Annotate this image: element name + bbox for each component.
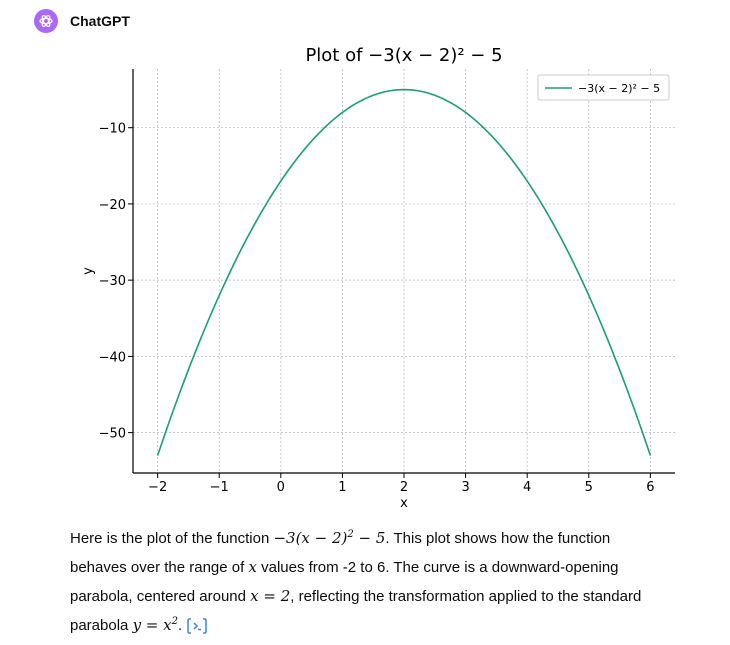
legend-box — [537, 74, 670, 101]
x-tick-label: 3 — [461, 480, 469, 495]
x-axis-label: x — [400, 496, 408, 511]
x-tick-label: 0 — [277, 480, 285, 495]
math-standard-parabola: y = x2 — [132, 616, 178, 634]
message-text: . This plot shows how the function behav… — [70, 530, 611, 576]
assistant-message: Here is the plot of the function −3(x − … — [70, 524, 670, 640]
message-text: , reflecting the transformation applied … — [70, 588, 642, 634]
x-tick-label: 4 — [523, 480, 531, 495]
x-tick-label: 6 — [646, 480, 654, 495]
legend-label: −3(x − 2)² − 5 — [578, 82, 660, 95]
x-tick-label: 2 — [400, 480, 408, 495]
y-tick-label: −30 — [99, 274, 126, 289]
math-x: x — [248, 558, 257, 576]
legend: −3(x − 2)² − 5 — [537, 74, 670, 101]
x-tick-label: 1 — [338, 480, 346, 495]
series-line — [156, 88, 652, 456]
ticks: −2 −1 0 1 2 3 4 5 6−10−20−30−40−50 — [99, 122, 655, 495]
author-name: ChatGPT — [70, 13, 130, 29]
math-function: −3(x − 2)2 − 5 — [273, 529, 386, 547]
chart-title: Plot of −3(x − 2)² − 5 — [305, 45, 502, 66]
y-tick-label: −20 — [99, 198, 126, 213]
y-tick-label: −10 — [99, 122, 126, 137]
code-interpreter-icon[interactable] — [186, 617, 208, 635]
message-text: Here is the plot of the function — [70, 530, 274, 547]
curve-layer — [156, 88, 652, 456]
parabola-chart: Plot of −3(x − 2)² − 5 −2 −1 0 1 2 3 4 5 6−10−20… — [81, 45, 675, 511]
x-tick-label: −1 — [210, 480, 229, 495]
x-tick-label: −2 — [148, 480, 167, 495]
message-header: ChatGPT — [34, 9, 130, 33]
y-tick-label: −40 — [99, 350, 126, 365]
y-axis-label: y — [81, 267, 96, 275]
view-code-button[interactable] — [186, 617, 208, 635]
y-tick-label: −50 — [99, 427, 126, 442]
message-text: . — [177, 617, 183, 634]
grid-lines — [133, 69, 675, 473]
openai-logo-icon — [39, 14, 53, 28]
message-text: values from -2 to 6. The curve is a down… — [70, 559, 619, 605]
x-tick-label: 5 — [585, 480, 593, 495]
chatgpt-avatar — [34, 9, 58, 33]
math-x-equals-2: x = 2 — [250, 587, 291, 605]
